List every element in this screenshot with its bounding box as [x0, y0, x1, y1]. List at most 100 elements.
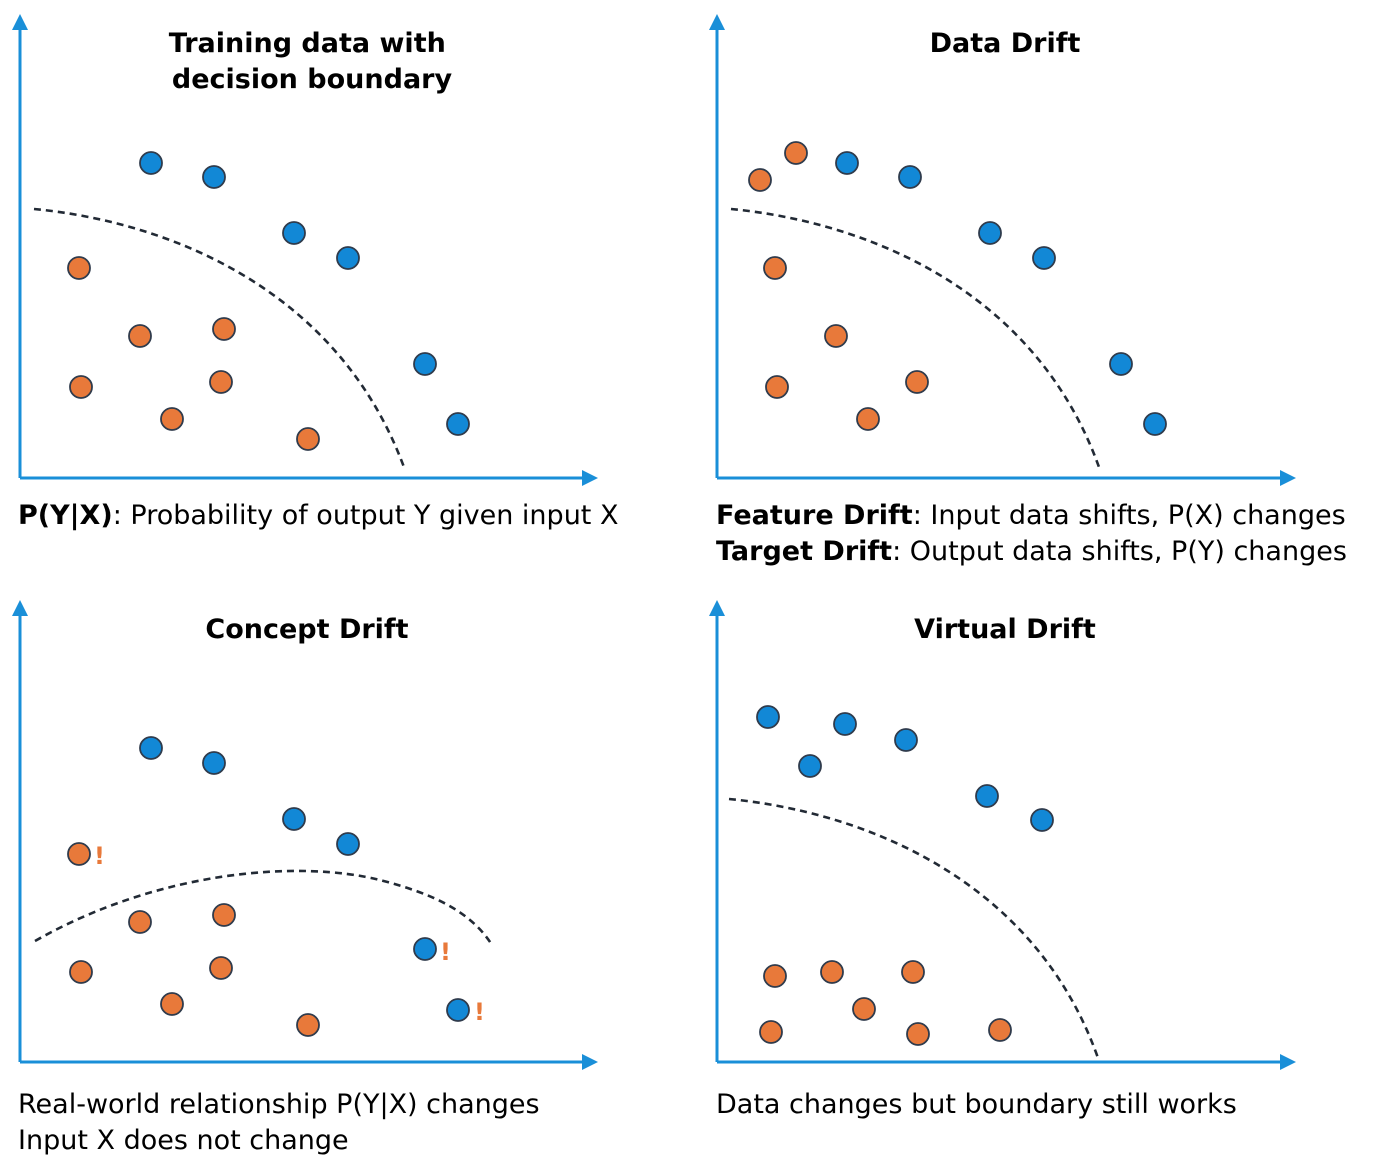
title-line: decision boundary: [172, 64, 453, 95]
panel-caption: Data changes but boundary still works: [716, 1089, 1237, 1120]
caption-desc: : Output data shifts, P(Y) changes: [892, 536, 1347, 567]
caption-term: Feature Drift: [716, 500, 913, 531]
x-axis-arrowhead: [582, 1054, 598, 1070]
data-point-blue: [202, 751, 226, 775]
caption-desc: Data changes but boundary still works: [716, 1089, 1237, 1120]
panel-title: Virtual Drift: [914, 614, 1096, 645]
data-point-blue: [413, 352, 437, 376]
caption-desc: : Input data shifts, P(X) changes: [913, 500, 1346, 531]
points-class-b: [748, 141, 929, 431]
x-axis-arrowhead: [582, 470, 598, 486]
data-point-orange: [820, 960, 844, 984]
points-class-a: [139, 736, 470, 1022]
data-point-orange: [160, 407, 184, 431]
data-point-blue: [336, 246, 360, 270]
data-point-orange: [852, 997, 876, 1021]
panel-caption: Input X does not change: [18, 1125, 349, 1156]
panel-concept-drift: Concept Drift ! ! ! Real-world relat: [12, 600, 598, 1156]
warning-mark: !: [474, 998, 485, 1026]
data-point-orange: [209, 370, 233, 394]
y-axis-arrowhead: [12, 600, 28, 616]
panel-caption: Real-world relationship P(Y|X) changes: [18, 1089, 540, 1120]
panel-caption: P(Y|X): Probability of output Y given in…: [18, 500, 618, 531]
data-point-blue: [336, 832, 360, 856]
data-point-orange: [856, 407, 880, 431]
points-class-a: [835, 151, 1167, 436]
data-point-orange: [759, 1020, 783, 1044]
data-point-orange: [212, 903, 236, 927]
data-point-blue: [975, 784, 999, 808]
y-axis-arrowhead: [709, 600, 725, 616]
caption-term: P(Y|X): [18, 500, 113, 531]
warning-marks: ! ! !: [94, 842, 485, 1026]
data-point-orange: [763, 256, 787, 280]
data-point-blue: [139, 151, 163, 175]
data-point-orange: [212, 317, 236, 341]
data-point-orange: [128, 910, 152, 934]
caption-desc: : Probability of output Y given input X: [113, 500, 619, 531]
panel-training: Training data with decision boundary P(Y…: [12, 14, 618, 531]
data-point-blue: [139, 736, 163, 760]
data-point-orange: [905, 370, 929, 394]
data-point-blue: [978, 221, 1002, 245]
points-class-b: [759, 960, 1012, 1046]
data-point-blue: [202, 165, 226, 189]
data-point-orange: [67, 256, 91, 280]
panel-caption: Feature Drift: Input data shifts, P(X) c…: [716, 500, 1346, 531]
title-line: Concept Drift: [205, 614, 408, 645]
data-point-orange: [901, 960, 925, 984]
warning-mark: !: [440, 938, 451, 966]
data-point-orange: [128, 324, 152, 348]
data-point-orange: [784, 141, 808, 165]
y-axis-arrowhead: [709, 14, 725, 30]
decision-boundary: [728, 797, 1100, 1059]
title-line: Virtual Drift: [914, 614, 1096, 645]
data-point-blue: [282, 221, 306, 245]
data-point-blue: [898, 165, 922, 189]
x-axis-arrowhead: [1280, 1054, 1296, 1070]
points-class-b: [67, 842, 320, 1037]
data-point-orange: [748, 168, 772, 192]
panel-data-drift: Data Drift Feature Drift: Input data shi…: [709, 14, 1347, 567]
data-point-blue: [413, 937, 437, 961]
points-class-a: [756, 705, 1054, 832]
data-point-orange: [160, 992, 184, 1016]
data-point-blue: [1143, 412, 1167, 436]
caption-term: Target Drift: [716, 536, 892, 567]
panel-caption: Target Drift: Output data shifts, P(Y) c…: [716, 536, 1347, 567]
panel-title: Training data with decision boundary: [169, 28, 455, 95]
data-point-orange: [296, 427, 320, 451]
data-point-orange: [69, 960, 93, 984]
data-point-blue: [798, 754, 822, 778]
data-point-orange: [209, 956, 233, 980]
points-class-b: [67, 256, 320, 451]
data-point-orange: [763, 964, 787, 988]
data-point-blue: [756, 705, 780, 729]
warning-mark: !: [94, 842, 105, 870]
data-point-orange: [988, 1018, 1012, 1042]
title-line: Training data with: [169, 28, 446, 59]
data-point-orange: [69, 375, 93, 399]
data-point-blue: [894, 728, 918, 752]
points-class-a: [139, 151, 470, 436]
title-line: Data Drift: [930, 28, 1081, 59]
panel-virtual-drift: Virtual Drift Data changes but boundary …: [709, 600, 1296, 1120]
data-point-blue: [446, 412, 470, 436]
caption-desc: Real-world relationship P(Y|X) changes: [18, 1089, 540, 1120]
data-point-blue: [1109, 352, 1133, 376]
data-point-blue: [833, 712, 857, 736]
data-point-blue: [1030, 808, 1054, 832]
y-axis-arrowhead: [12, 14, 28, 30]
decision-boundary: [34, 869, 494, 946]
caption-desc: Input X does not change: [18, 1125, 349, 1156]
data-point-orange: [296, 1013, 320, 1037]
data-point-blue: [282, 807, 306, 831]
data-point-orange: [824, 324, 848, 348]
x-axis-arrowhead: [1280, 470, 1296, 486]
panel-title: Concept Drift: [205, 614, 408, 645]
data-point-orange: [765, 375, 789, 399]
data-point-orange: [67, 842, 91, 866]
data-point-blue: [835, 151, 859, 175]
data-point-blue: [1032, 246, 1056, 270]
